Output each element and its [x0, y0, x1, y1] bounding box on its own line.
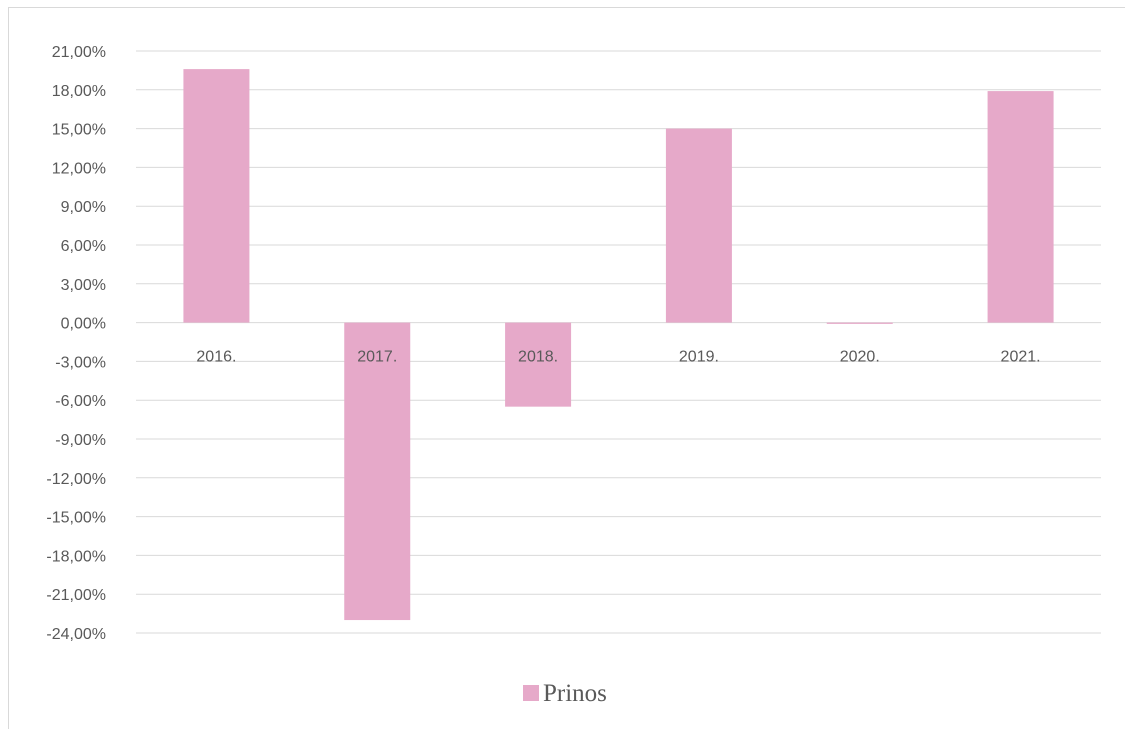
y-tick-label: 18,00% [52, 83, 106, 100]
y-tick-label: 3,00% [61, 277, 106, 294]
bar-2020 [826, 322, 893, 324]
x-category-label: 2021. [1001, 349, 1041, 366]
y-tick-label: 12,00% [52, 160, 106, 177]
bar-2018 [505, 322, 572, 407]
x-category-label: 2017. [357, 349, 397, 366]
x-category-label: 2019. [679, 349, 719, 366]
legend-label-prinos: Prinos [543, 680, 607, 707]
x-category-label: 2020. [840, 349, 880, 366]
y-tick-label: -9,00% [55, 432, 106, 449]
y-tick-label: -6,00% [55, 393, 106, 410]
chart-area: 21,00% 18,00% 15,00% 12,00% 9,00% 6,00% 3,00% 0… [8, 7, 1125, 729]
y-tick-label: -3,00% [55, 354, 106, 371]
bar-2017 [344, 322, 411, 621]
y-tick-label: 15,00% [52, 122, 106, 139]
x-category-label: 2016. [196, 349, 236, 366]
bar-2016 [183, 69, 250, 323]
y-tick-label: -15,00% [46, 510, 106, 527]
legend: Prinos [523, 680, 607, 707]
bar-2019 [665, 128, 732, 323]
gridlines [136, 50, 1101, 634]
bars [183, 69, 1054, 621]
y-tick-label: 9,00% [61, 199, 106, 216]
bar-chart: 21,00% 18,00% 15,00% 12,00% 9,00% 6,00% 3,00% 0… [46, 44, 1101, 707]
y-axis-ticks: 21,00% 18,00% 15,00% 12,00% 9,00% 6,00% 3,00% 0… [46, 44, 106, 643]
y-tick-label: -12,00% [46, 471, 106, 488]
bar-2021 [987, 91, 1054, 323]
x-axis-categories: 2016. 2017. 2018. 2019. 2020. 2021. [196, 349, 1040, 366]
y-tick-label: 0,00% [61, 316, 106, 333]
y-tick-label: -24,00% [46, 626, 106, 643]
y-tick-label: 6,00% [61, 238, 106, 255]
y-tick-label: -21,00% [46, 587, 106, 604]
y-tick-label: 21,00% [52, 44, 106, 61]
legend-swatch-prinos [523, 685, 539, 701]
y-tick-label: -18,00% [46, 548, 106, 565]
x-category-label: 2018. [518, 349, 558, 366]
